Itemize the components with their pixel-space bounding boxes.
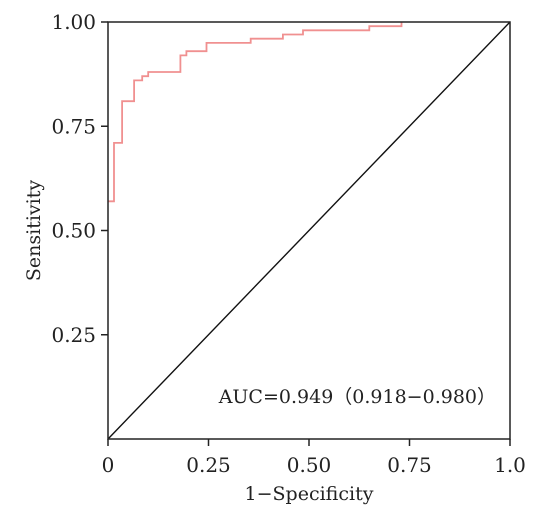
reference-diagonal	[107, 21, 511, 440]
y-tick-label: 0.25	[51, 323, 96, 347]
x-tick-label: 0.25	[186, 453, 231, 477]
y-axis-title: Sensitivity	[23, 180, 45, 281]
x-tick-label: 0	[102, 453, 115, 477]
auc-annotation: AUC=0.949（0.918−0.980）	[218, 386, 496, 408]
x-axis-title: 1−Specificity	[245, 483, 374, 505]
x-tick-label: 0.50	[287, 453, 332, 477]
series-layer	[107, 21, 511, 440]
x-tick-label: 0.75	[387, 453, 432, 477]
roc-curve	[108, 22, 403, 203]
x-axis-ticks: 0 0.25 0.50 0.75 1.0	[102, 439, 526, 477]
y-tick-label: 0.50	[51, 219, 96, 243]
y-axis-ticks: 0.25 0.50 0.75 1.00	[51, 10, 108, 347]
x-tick-label: 1.0	[494, 453, 526, 477]
y-tick-label: 0.75	[51, 114, 96, 138]
y-tick-label: 1.00	[51, 10, 96, 34]
